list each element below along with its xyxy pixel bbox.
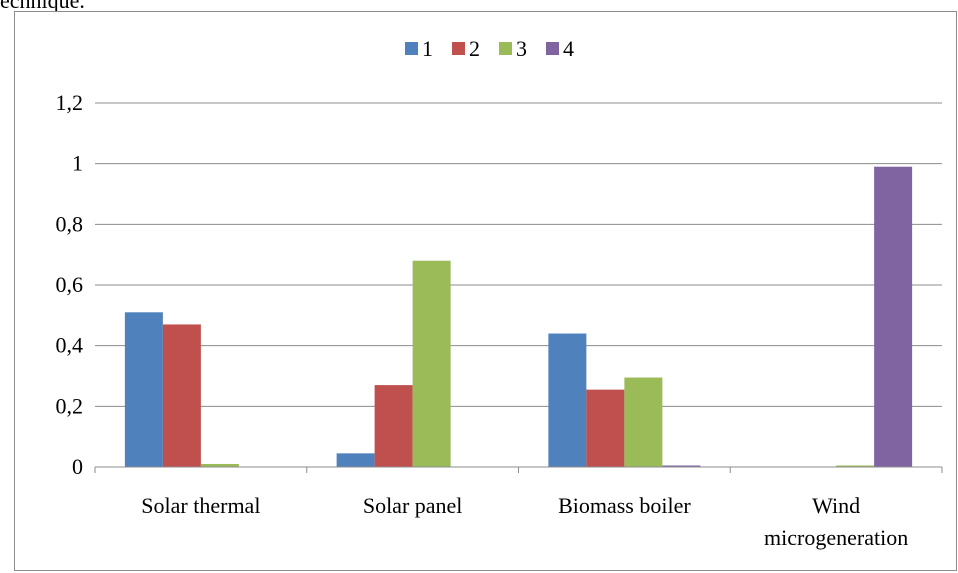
- y-tick-label: 0,4: [56, 333, 84, 358]
- bar-solar-panel-series-3: [412, 260, 451, 467]
- legend-swatch: [452, 42, 465, 55]
- y-tick-label: 0,2: [56, 393, 84, 418]
- bar-solar-thermal-series-3: [200, 463, 239, 467]
- bar-biomass-boiler-series-4: [662, 465, 701, 467]
- y-tick-label: 1,2: [56, 90, 84, 115]
- bar-solar-thermal-series-2: [162, 324, 201, 467]
- legend: 1 2 3 4: [405, 36, 574, 61]
- legend-swatch: [405, 42, 418, 55]
- category-label: Solar thermal: [141, 493, 260, 518]
- category-labels: Solar thermal Solar panel Biomass boiler Wi…: [141, 493, 908, 550]
- legend-label: 2: [469, 36, 480, 61]
- legend-label: 1: [422, 36, 433, 61]
- gridlines: [95, 102, 942, 468]
- y-axis-tick-labels: 0 0,2 0,4 0,6 0,8 1 1,2: [56, 90, 84, 479]
- legend-label: 4: [563, 36, 574, 61]
- x-axis: [94, 466, 943, 473]
- category-label: Solar panel: [363, 493, 463, 518]
- page-header-fragment: echnique.: [0, 0, 85, 13]
- y-tick-label: 0,8: [56, 211, 84, 236]
- bar-wind-series-4: [874, 166, 913, 467]
- category-label: Wind: [812, 493, 860, 518]
- y-tick-label: 0: [72, 454, 83, 479]
- bar-chart: 0 0,2 0,4 0,6 0,8 1 1,2 Solar thermal Solar pan…: [56, 36, 943, 550]
- bar-solar-panel-series-1: [336, 453, 375, 467]
- chart-frame: 0 0,2 0,4 0,6 0,8 1 1,2 Solar thermal Solar pan…: [14, 11, 957, 571]
- bar-solar-thermal-series-1: [124, 312, 163, 467]
- legend-swatch: [499, 42, 512, 55]
- bar-wind-series-3: [836, 465, 875, 467]
- bar-biomass-boiler-series-2: [586, 389, 625, 467]
- bar-biomass-boiler-series-3: [624, 377, 663, 467]
- y-tick-label: 1: [72, 151, 83, 176]
- bar-biomass-boiler-series-1: [548, 333, 587, 467]
- category-label: microgeneration: [764, 525, 908, 550]
- legend-label: 3: [516, 36, 527, 61]
- legend-swatch: [546, 42, 559, 55]
- bar-solar-panel-series-2: [374, 385, 413, 467]
- bar-series: [124, 166, 913, 467]
- category-label: Biomass boiler: [558, 493, 691, 518]
- y-tick-label: 0,6: [56, 272, 84, 297]
